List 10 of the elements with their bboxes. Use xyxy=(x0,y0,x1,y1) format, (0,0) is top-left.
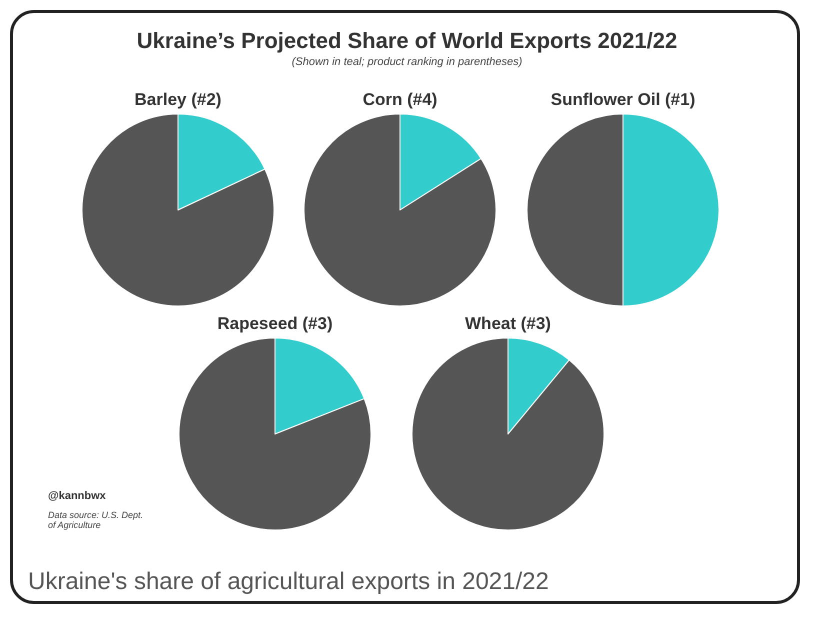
text: (Shown in teal; product ranking in parentheses) xyxy=(290,56,524,68)
text: Ukraine's share of agricultural exports in 2021/22 xyxy=(28,568,549,596)
chart-title: Sunflower Oil (#1) xyxy=(550,90,696,109)
chart-title: Wheat (#3) xyxy=(465,314,551,333)
text: Ukraine’s Projected Share of World Exports 2021/22 xyxy=(136,28,678,54)
chart-title: Rapeseed (#3) xyxy=(217,314,333,333)
source-note: Data source: U.S. Dept. of Agriculture xyxy=(48,510,144,530)
text: @kannbwx xyxy=(48,490,106,502)
chart-title: Barley (#2) xyxy=(134,90,222,109)
chart-title: Corn (#4) xyxy=(362,90,438,109)
